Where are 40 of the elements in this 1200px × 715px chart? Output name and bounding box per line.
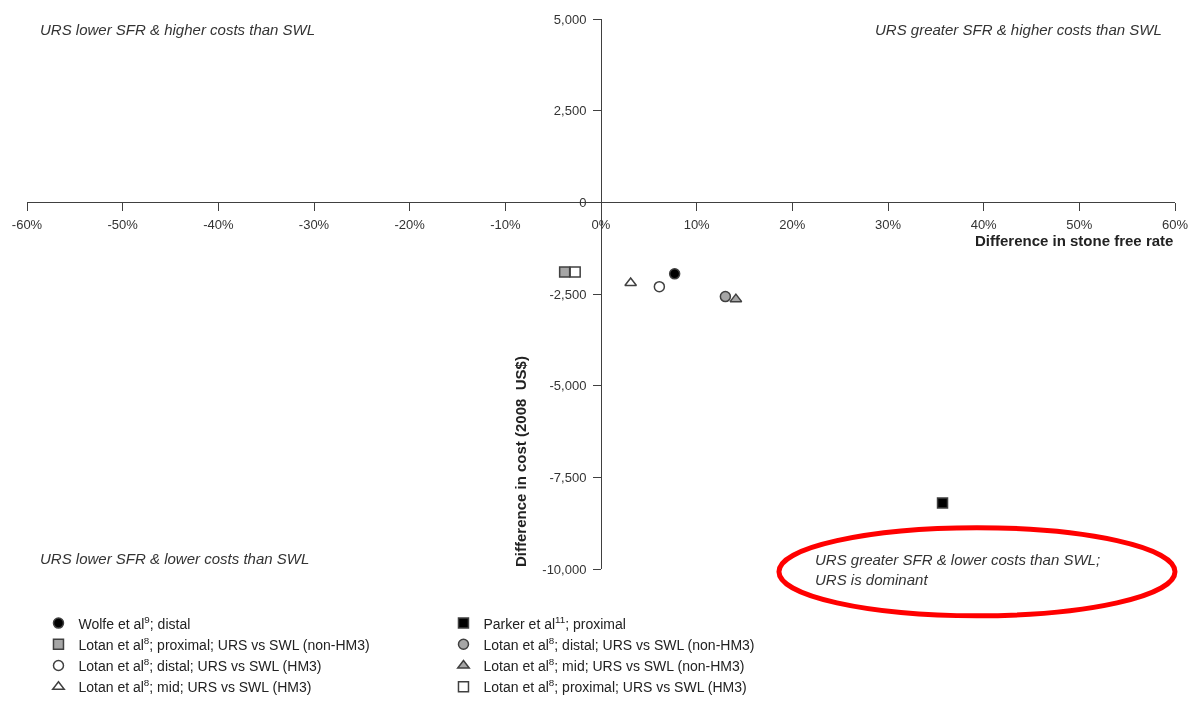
x-tick-label: -30% (298, 216, 330, 232)
point (668, 268, 681, 280)
y-tick-label: 2,500 (553, 103, 587, 119)
x-tick-label: -40% (203, 216, 234, 232)
y-tick-label: -2,500 (549, 286, 587, 302)
x-tick-label: -60% (11, 216, 43, 232)
legend-label: Lotan et al$^{8}$; proximal; URS vs SWL (non-HM3) (78, 634, 370, 653)
x-axis-title: Difference in stone free rate (975, 232, 1174, 249)
legend-label: Lotan et al$^{8}$; mid; URS vs SWL (non-HM3) (483, 656, 745, 674)
y-tick-label: -7,500 (549, 469, 587, 485)
point (936, 497, 949, 509)
x-tick-label: 20% (779, 216, 806, 232)
y-tick-label: 5,000 (553, 11, 587, 27)
legend-label: Parker et al$^{11}$; proximal (483, 613, 626, 632)
annotation: URS greater SFR & higher costs than SWL (875, 21, 1162, 38)
y-tick-label: -5,000 (549, 378, 587, 394)
legend-label: Lotan et al$^{8}$; distal; URS vs SWL (HM3) (78, 656, 322, 674)
annotation: URS lower SFR & lower costs than SWL (40, 550, 310, 567)
annotation: URS greater SFR & lower costs than SWL; URS is dominant (815, 551, 1101, 588)
x-tick-label: 10% (683, 216, 711, 232)
legend-label: Wolfe et al$^{9}$; distal (78, 613, 191, 632)
annotation: URS lower SFR & higher costs than SWL (40, 21, 316, 38)
legend-label: Lotan et al$^{8}$; mid; URS vs SWL (HM3) (78, 677, 312, 696)
point (653, 280, 666, 293)
x-tick-label: -50% (107, 216, 139, 232)
point (558, 266, 571, 278)
x-tick-label: 50% (1066, 216, 1093, 232)
point (729, 293, 743, 303)
x-tick-label: -20% (394, 216, 426, 232)
x-tick-label: 40% (970, 216, 998, 232)
legend-label: Lotan et al$^{8}$; proximal; URS vs SWL (HM3) (483, 677, 747, 696)
x-tick-label: 60% (1161, 216, 1189, 232)
point (569, 266, 581, 278)
point (719, 290, 732, 303)
legend-label: Lotan et al$^{8}$; distal; URS vs SWL (non-HM3) (483, 634, 755, 653)
y-tick-label: -10,000 (542, 561, 587, 577)
x-tick-label: 30% (874, 216, 902, 232)
point (624, 277, 638, 287)
y-axis-title: Difference in cost (2008 US$) (512, 356, 529, 567)
x-tick-label: -10% (490, 216, 521, 232)
